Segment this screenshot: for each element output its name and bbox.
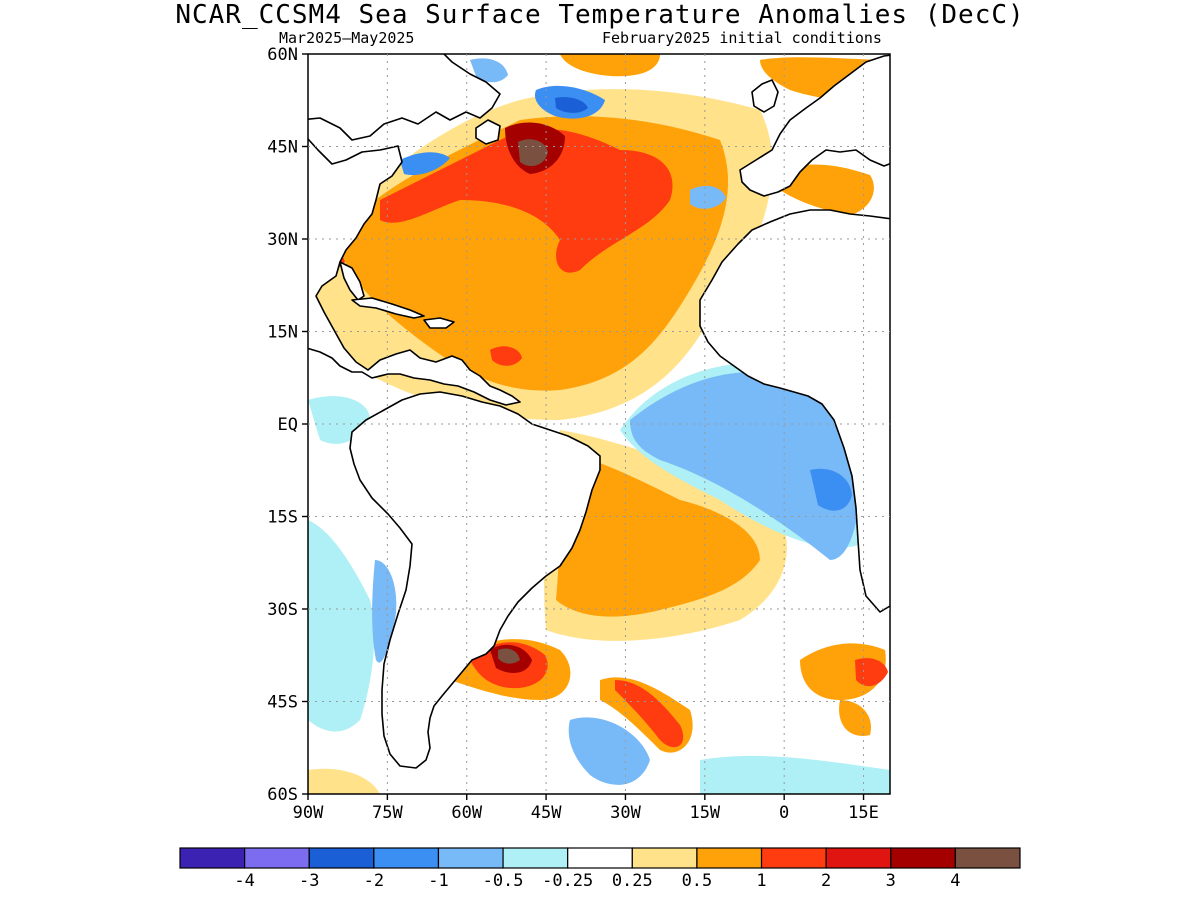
north-america xyxy=(308,54,501,141)
lon-tick-label: 15W xyxy=(689,803,720,823)
colorbar-swatch xyxy=(567,847,633,869)
anomaly-region xyxy=(556,450,760,617)
colorbar-swatch xyxy=(890,847,956,869)
colorbar-swatch xyxy=(760,847,827,869)
lon-tick-label: 30W xyxy=(610,803,641,823)
colorbar-swatch xyxy=(244,847,310,869)
anomaly-region xyxy=(690,185,726,209)
north-america-east xyxy=(308,137,521,406)
colorbar-swatch xyxy=(696,847,763,869)
lat-tick-label: 60S xyxy=(267,785,298,805)
colorbar xyxy=(179,847,1021,869)
forecast-period: Mar2025–May2025 xyxy=(279,29,415,47)
colorbar-swatch xyxy=(631,847,698,869)
lat-tick-label: EQ xyxy=(278,415,298,435)
africa xyxy=(699,209,890,613)
lon-tick-label: 15E xyxy=(848,803,879,823)
anomaly-region xyxy=(560,54,660,77)
lat-tick-label: 15S xyxy=(267,508,298,528)
colorbar-label: 0.5 xyxy=(681,871,713,891)
lat-tick-label: 30S xyxy=(267,600,298,620)
colorbar-swatch xyxy=(308,847,375,869)
south-america xyxy=(349,391,601,769)
anomaly-region xyxy=(308,768,380,794)
lat-tick-label: 15N xyxy=(267,323,298,343)
lat-tick-label: 60N xyxy=(267,45,298,65)
newfoundland xyxy=(475,119,501,145)
florida xyxy=(339,261,365,301)
europe xyxy=(739,54,890,197)
british-isles xyxy=(751,79,779,113)
anomaly-region xyxy=(839,700,871,736)
anomaly-region xyxy=(800,643,886,700)
cuba xyxy=(351,297,425,319)
map-title: NCAR_CCSM4 Sea Surface Temperature Anoma… xyxy=(175,0,1025,30)
anomaly-region xyxy=(780,164,874,215)
anomaly-region xyxy=(615,680,684,748)
colorbar-swatch xyxy=(373,847,440,869)
lon-tick-label: 60W xyxy=(451,803,482,823)
initial-conditions: February2025 initial conditions xyxy=(602,29,882,47)
anomaly-region xyxy=(810,468,852,511)
colorbar-label: 3 xyxy=(885,871,896,891)
lat-tick-label: 30N xyxy=(267,230,298,250)
colorbar-swatch xyxy=(825,847,892,869)
colorbar-label: 1 xyxy=(756,871,767,891)
colorbar-label: -0.5 xyxy=(482,871,524,891)
anomaly-region xyxy=(700,755,890,794)
colorbar-label: -2 xyxy=(363,871,385,891)
anomaly-region xyxy=(555,97,588,113)
hispaniola xyxy=(423,317,455,329)
anomaly-region xyxy=(568,717,650,785)
anomaly-region xyxy=(308,520,375,732)
lat-tick-label: 45N xyxy=(267,138,298,158)
colorbar-label: 0.25 xyxy=(611,871,653,891)
colorbar-label: -4 xyxy=(234,871,255,891)
colorbar-label: 2 xyxy=(821,871,832,891)
colorbar-swatch xyxy=(502,847,569,869)
anomaly-region xyxy=(518,139,548,167)
lon-tick-label: 45W xyxy=(531,803,562,823)
anomaly-region xyxy=(490,346,522,366)
colorbar-swatch xyxy=(954,847,1021,869)
lon-tick-label: 0 xyxy=(779,803,789,823)
land-mask xyxy=(308,54,890,769)
anomaly-region xyxy=(855,658,888,687)
lat-tick-label: 45S xyxy=(267,693,298,713)
colorbar-label: 4 xyxy=(950,871,961,891)
colorbar-label: -0.25 xyxy=(542,871,594,891)
anomaly-region xyxy=(630,372,860,560)
anomaly-region xyxy=(380,129,673,273)
graticule xyxy=(308,54,890,794)
colorbar-label: -3 xyxy=(298,871,320,891)
colorbar-swatch xyxy=(179,847,246,869)
colorbar-swatch xyxy=(437,847,504,869)
anomaly-region xyxy=(400,152,450,176)
lon-tick-label: 75W xyxy=(372,803,403,823)
lon-tick-label: 90W xyxy=(293,803,324,823)
anomaly-region xyxy=(498,648,520,664)
colorbar-label: -1 xyxy=(428,871,449,891)
anomaly-region xyxy=(470,58,508,83)
